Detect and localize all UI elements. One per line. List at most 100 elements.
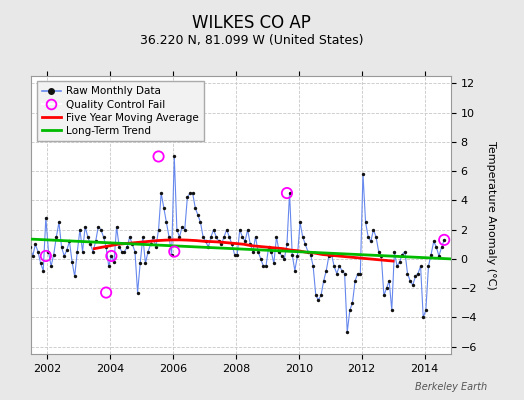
Point [333, 270, 341, 277]
Point [217, 241, 226, 248]
Point [288, 251, 297, 258]
Point [432, 244, 441, 250]
Point [346, 307, 354, 313]
Point [92, 238, 100, 244]
Point [403, 270, 412, 277]
Point [377, 253, 386, 259]
Point [390, 248, 399, 255]
Point [238, 234, 247, 240]
Point [417, 263, 425, 270]
Point [41, 215, 50, 221]
Point [34, 248, 42, 255]
Point [168, 251, 176, 258]
Point [252, 234, 260, 240]
Point [181, 226, 189, 233]
Point [249, 248, 257, 255]
Point [131, 248, 139, 255]
Point [440, 237, 449, 243]
Point [343, 329, 352, 335]
Point [296, 219, 304, 226]
Point [155, 153, 163, 160]
Point [110, 259, 118, 265]
Point [115, 244, 124, 250]
Point [254, 248, 263, 255]
Point [424, 263, 433, 270]
Point [409, 282, 417, 288]
Point [183, 194, 192, 201]
Point [385, 278, 394, 284]
Point [173, 226, 181, 233]
Point [301, 241, 310, 248]
Point [204, 244, 213, 250]
Point [73, 248, 82, 255]
Point [393, 263, 401, 270]
Point [79, 248, 87, 255]
Point [178, 224, 187, 230]
Point [102, 289, 111, 296]
Point [81, 224, 90, 230]
Point [236, 226, 244, 233]
Point [134, 289, 142, 296]
Point [128, 241, 137, 248]
Point [401, 248, 409, 255]
Point [257, 256, 265, 262]
Point [225, 234, 234, 240]
Point [199, 234, 208, 240]
Point [37, 260, 45, 266]
Point [335, 263, 344, 270]
Point [338, 267, 346, 274]
Point [68, 259, 77, 265]
Point [71, 273, 79, 280]
Point [97, 226, 105, 233]
Point [186, 190, 194, 196]
Point [414, 270, 422, 277]
Point [196, 219, 205, 226]
Point [123, 244, 132, 250]
Point [152, 244, 160, 250]
Point [212, 234, 221, 240]
Point [18, 273, 26, 280]
Point [388, 307, 396, 313]
Point [272, 234, 281, 240]
Point [231, 251, 239, 258]
Point [359, 171, 367, 177]
Point [440, 237, 449, 243]
Point [375, 248, 383, 255]
Point [76, 226, 84, 233]
Point [157, 190, 166, 196]
Point [354, 270, 362, 277]
Point [89, 248, 97, 255]
Point [383, 285, 391, 291]
Point [244, 226, 252, 233]
Point [283, 241, 291, 248]
Point [223, 226, 231, 233]
Point [372, 234, 380, 240]
Point [228, 241, 236, 248]
Point [21, 248, 29, 255]
Point [259, 263, 268, 270]
Point [380, 292, 388, 299]
Point [165, 234, 173, 240]
Point [275, 248, 283, 255]
Point [278, 253, 286, 259]
Point [312, 292, 320, 299]
Text: Berkeley Earth: Berkeley Earth [415, 382, 487, 392]
Point [189, 190, 197, 196]
Point [341, 270, 349, 277]
Point [348, 300, 357, 306]
Point [170, 153, 179, 160]
Point [438, 244, 446, 250]
Point [314, 297, 323, 303]
Point [57, 244, 66, 250]
Point [304, 248, 312, 255]
Point [364, 234, 373, 240]
Point [100, 234, 108, 240]
Point [262, 263, 270, 270]
Point [118, 248, 126, 255]
Point [286, 190, 294, 196]
Point [15, 263, 24, 270]
Point [291, 267, 299, 274]
Point [430, 238, 438, 244]
Point [113, 224, 121, 230]
Point [121, 248, 129, 255]
